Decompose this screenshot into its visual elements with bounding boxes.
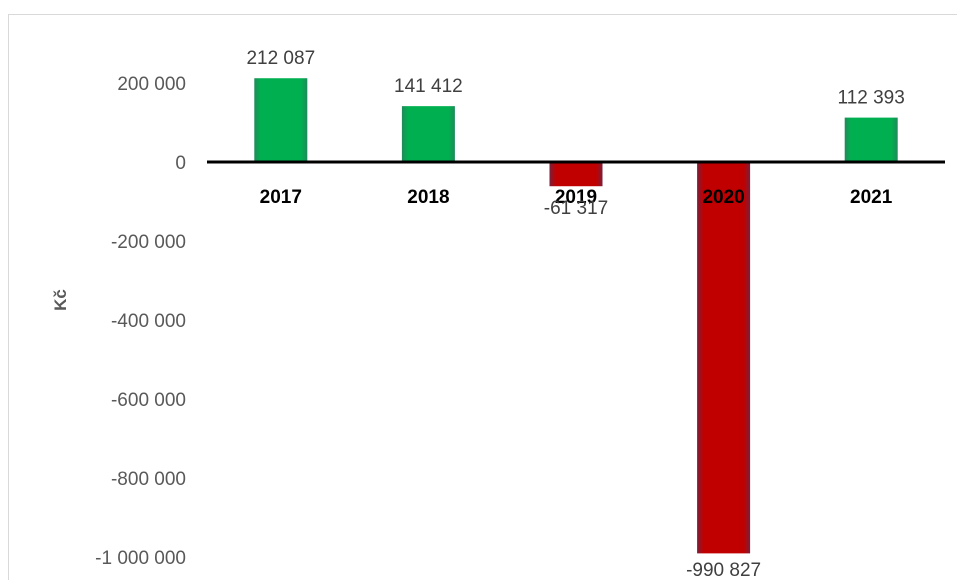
bars <box>254 78 898 554</box>
data-label: 112 393 <box>838 88 905 109</box>
x-category-label: 2018 <box>407 187 449 208</box>
bar-2019 <box>549 162 603 187</box>
x-category-label: 2017 <box>260 187 302 208</box>
data-label: 141 412 <box>394 76 463 97</box>
y-tick-label: -600 000 <box>111 390 186 411</box>
y-tick-label: -200 000 <box>111 232 186 253</box>
y-axis-label: Kč <box>51 289 70 311</box>
bar-2018 <box>401 106 455 162</box>
chart-frame <box>8 14 957 580</box>
x-category-label: 2019 <box>555 187 597 208</box>
data-label: -990 827 <box>686 560 761 580</box>
bar-2020 <box>697 162 751 554</box>
y-tick-label: -800 000 <box>111 469 186 490</box>
bar-2017 <box>254 78 308 162</box>
x-category-label: 2020 <box>702 187 744 208</box>
x-axis-categories: 2017 2018 2019 2020 2021 <box>260 187 893 208</box>
y-axis-ticks: 200 000 0 -200 000 -400 000 -600 000 -800 000… <box>95 74 186 569</box>
data-labels: 212 087 141 412 -61 317 -990 827 112 393 <box>246 48 904 580</box>
data-label: 212 087 <box>246 48 315 69</box>
y-tick-label: -1 000 000 <box>95 548 186 569</box>
y-tick-label: 0 <box>175 153 186 174</box>
data-label: -61 317 <box>544 198 608 219</box>
bar-2021 <box>844 117 898 162</box>
x-category-label: 2021 <box>850 187 893 208</box>
y-tick-label: -400 000 <box>111 311 186 332</box>
y-tick-label: 200 000 <box>117 74 186 95</box>
